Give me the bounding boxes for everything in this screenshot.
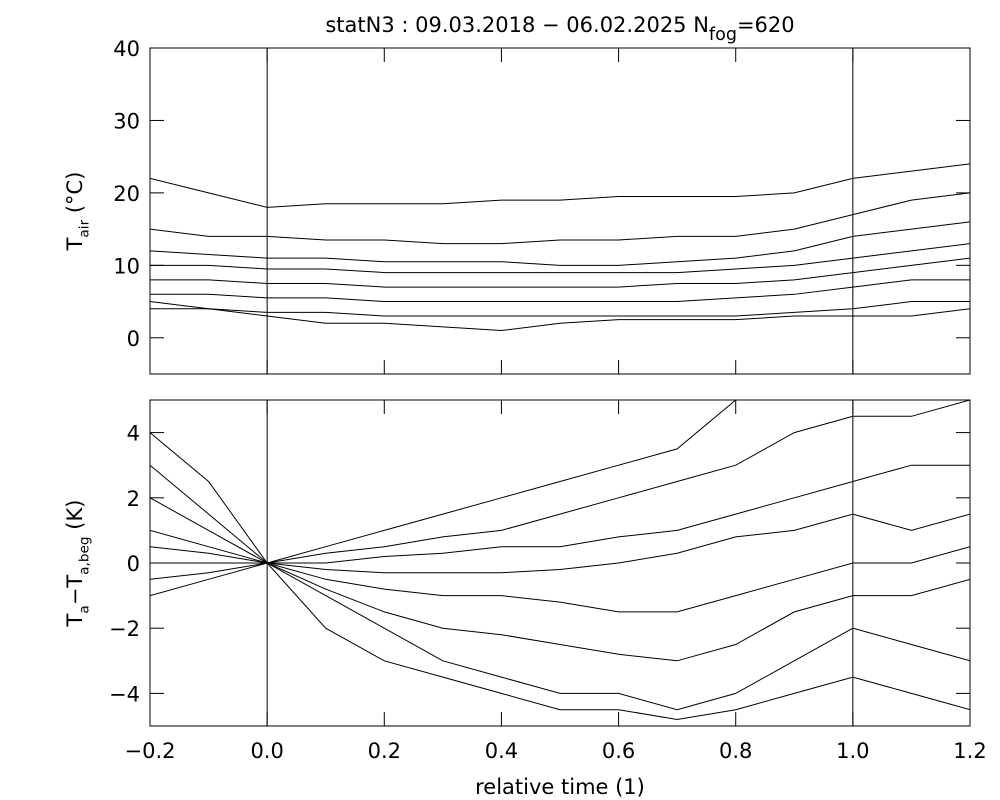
data-line (150, 243, 970, 274)
data-line (150, 464, 970, 564)
data-line (150, 464, 970, 720)
text-part: T (63, 237, 87, 251)
y-tick-label: 30 (113, 109, 140, 133)
y-tick-label: 40 (113, 37, 140, 61)
subscript: a,beg (76, 536, 92, 574)
y-tick-label: 20 (113, 182, 140, 206)
data-line (150, 400, 970, 564)
data-line (150, 221, 970, 266)
data-line (150, 257, 970, 288)
text-part: T (63, 613, 87, 627)
x-tick-label: 0.2 (368, 739, 401, 763)
data-line (150, 301, 970, 332)
text-part: −T (63, 575, 87, 606)
plot-area (150, 163, 970, 332)
data-line (150, 301, 970, 317)
subscript: a (76, 605, 92, 613)
x-tick-label: 0.8 (719, 739, 752, 763)
y-axis-label: Tair (°C) (63, 172, 92, 252)
text-part: (°C) (63, 172, 87, 220)
x-tick-label: 0.0 (250, 739, 283, 763)
data-line (150, 192, 970, 245)
data-line (150, 513, 970, 574)
y-axis-label: Ta−Ta,beg (K) (63, 500, 92, 628)
data-line (150, 163, 970, 208)
y-tick-label: −2 (109, 617, 140, 641)
text-part: statN3 : 09.03.2018 − 06.02.2025 N (325, 13, 709, 37)
subscript: air (76, 219, 92, 237)
y-tick-label: 4 (127, 422, 140, 446)
x-tick-label: 1.0 (836, 739, 869, 763)
data-line (150, 562, 970, 711)
x-tick-label: 0.4 (485, 739, 518, 763)
data-line (150, 562, 970, 662)
data-line (150, 400, 970, 564)
data-line (150, 546, 970, 613)
plot-area (150, 400, 970, 720)
y-tick-label: −4 (109, 682, 140, 706)
x-tick-label: −0.2 (125, 739, 176, 763)
chart-title: statN3 : 09.03.2018 − 06.02.2025 Nfog=62… (325, 13, 794, 45)
y-tick-label: 10 (113, 254, 140, 278)
text-part: (K) (63, 500, 87, 537)
text-part: =620 (737, 13, 795, 37)
x-axis-label: relative time (1) (475, 775, 645, 799)
y-tick-label: 2 (127, 487, 140, 511)
subscript: fog (709, 25, 737, 45)
data-line (150, 279, 970, 303)
y-tick-label: 0 (127, 552, 140, 576)
x-tick-label: 0.6 (602, 739, 635, 763)
plot-frame (149, 47, 971, 375)
y-tick-label: 0 (127, 327, 140, 351)
x-tick-label: 1.2 (953, 739, 986, 763)
